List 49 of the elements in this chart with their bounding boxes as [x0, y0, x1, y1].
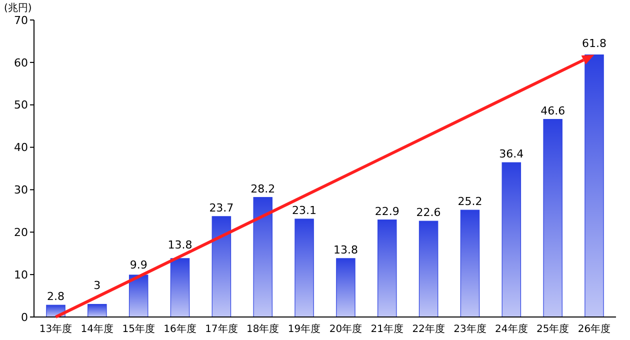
y-tick-label: 30 [14, 184, 28, 197]
bar [88, 304, 107, 318]
bar [502, 162, 522, 318]
x-tick-label: 18年度 [246, 323, 280, 335]
data-label: 2.8 [46, 290, 64, 304]
data-label: 25.2 [458, 195, 482, 208]
x-tick-label: 16年度 [164, 323, 196, 335]
bar [460, 210, 480, 318]
data-label: 9.9 [130, 258, 148, 272]
x-tick-label: 22年度 [412, 323, 445, 335]
x-tick-label: 17年度 [205, 323, 238, 335]
bar [253, 197, 272, 318]
bar [294, 218, 314, 318]
data-label: 23.1 [292, 204, 317, 217]
data-label: 22.9 [374, 204, 400, 218]
y-tick-label: 50 [14, 98, 28, 112]
x-tick-label: 13年度 [39, 323, 72, 335]
bar [128, 274, 148, 318]
x-tick-label: 24年度 [495, 323, 528, 335]
y-tick-label: 20 [14, 226, 28, 239]
y-axis-title: (兆円) [4, 2, 32, 14]
bar [418, 220, 438, 318]
data-label: 23.7 [209, 201, 234, 214]
bar [170, 258, 190, 318]
x-tick-label: 20年度 [329, 323, 362, 335]
y-tick-label: 70 [14, 14, 28, 27]
x-tick-label: 14年度 [80, 323, 114, 335]
y-tick-label: 40 [14, 141, 28, 154]
data-label: 61.8 [582, 36, 607, 50]
data-label: 36.4 [499, 148, 524, 161]
x-tick-label: 26年度 [578, 323, 611, 335]
bar [378, 220, 397, 318]
x-tick-label: 25年度 [536, 323, 570, 335]
bar [543, 118, 562, 318]
data-label: 28.2 [250, 182, 276, 196]
data-label: 3 [94, 278, 101, 292]
data-label: 13.8 [333, 243, 358, 256]
data-label: 46.6 [540, 104, 566, 118]
y-tick-label: 10 [14, 268, 28, 282]
bar [212, 216, 232, 318]
x-tick-label: 23年度 [454, 323, 486, 335]
data-label: 22.6 [416, 206, 441, 220]
data-label: 13.8 [168, 238, 192, 252]
bar [336, 258, 356, 318]
x-tick-label: 15年度 [122, 323, 155, 335]
x-tick-label: 19年度 [288, 323, 321, 335]
y-tick-label: 0 [21, 310, 28, 324]
x-tick-label: 21年度 [370, 323, 404, 335]
y-tick-label: 60 [14, 56, 28, 70]
